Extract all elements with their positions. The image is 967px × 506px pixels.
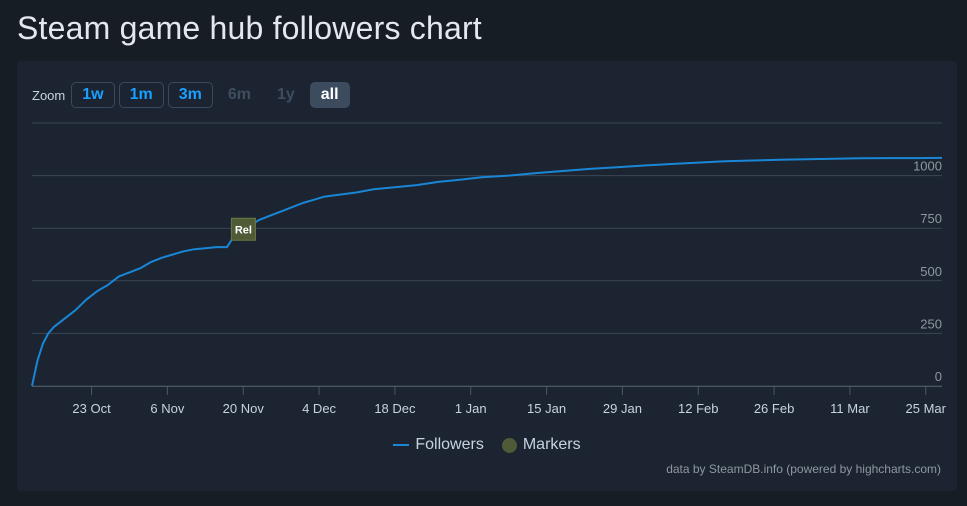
y-axis-labels: 0 250 500 750 1000 [913,159,942,384]
markers-group: Rel [230,217,256,241]
y-tick-label: 750 [920,211,942,226]
y-tick-label: 0 [935,369,942,384]
x-tick-label: 11 Mar [830,401,870,416]
marker-flag [230,217,256,241]
legend-item-markers[interactable]: Markers [501,436,581,454]
zoom-6m-button[interactable]: 6m [227,86,251,103]
x-tick-label: 6 Nov [150,401,184,416]
marker-label: Rel [235,224,252,236]
x-tick-label: 23 Oct [72,401,111,416]
chart-panel: Zoom 1w 1m 3m 6m 1y all 0 250 500 750 1000 2… [17,61,957,491]
x-tick-label: 18 Dec [374,401,416,416]
legend: Followers Markers [17,436,957,454]
zoom-controls: Zoom 1w 1m 3m 6m 1y all [32,82,350,108]
x-tick-label: 25 Mar [906,401,947,416]
x-axis-labels: 23 Oct 6 Nov 20 Nov 4 Dec 18 Dec 1 Jan 15 Jan 2… [32,386,947,416]
legend-label-followers: Followers [415,436,484,453]
y-tick-label: 250 [920,316,942,331]
zoom-1y-button[interactable]: 1y [276,86,295,103]
x-tick-label: 26 Feb [754,401,794,416]
marker-release[interactable]: Rel [230,217,256,241]
x-tick-label: 29 Jan [603,401,642,416]
zoom-label: Zoom [32,87,66,103]
x-tick-label: 15 Jan [527,401,566,416]
zoom-3m-button[interactable]: 3m [167,82,213,108]
zoom-1m-button[interactable]: 1m [118,82,164,108]
y-tick-label: 1000 [913,159,942,174]
zoom-all-button[interactable]: all [309,82,350,108]
series-line-followers[interactable] [31,156,943,387]
series-followers [31,156,943,387]
x-tick-label: 4 Dec [302,401,336,416]
legend-item-followers[interactable]: Followers [393,436,484,454]
grid-lines [32,122,942,387]
legend-line-swatch [393,444,410,446]
legend-marker-swatch [501,437,517,453]
followers-chart[interactable]: 0 250 500 750 1000 23 Oct 6 Nov 20 Nov 4 Dec 18 … [17,61,957,431]
credits[interactable]: data by SteamDB.info (powered by highcha… [666,462,941,476]
legend-label-markers: Markers [522,436,581,453]
y-tick-label: 500 [920,264,942,279]
x-tick-label: 20 Nov [223,401,265,416]
zoom-1w-button[interactable]: 1w [71,82,115,108]
page-title: Steam game hub followers chart [17,10,482,46]
x-tick-label: 12 Feb [678,401,718,416]
x-tick-label: 1 Jan [455,401,487,416]
